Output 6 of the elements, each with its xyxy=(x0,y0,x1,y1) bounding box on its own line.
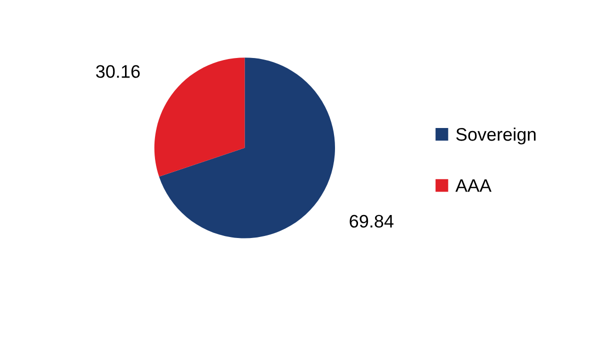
pie-slice xyxy=(159,58,336,238)
legend-label: Sovereign xyxy=(456,128,536,144)
legend-label: AAA xyxy=(455,179,492,192)
pie-slice xyxy=(154,58,245,177)
data-label: 69.84 xyxy=(350,214,394,228)
data-label: 30.16 xyxy=(96,65,140,78)
